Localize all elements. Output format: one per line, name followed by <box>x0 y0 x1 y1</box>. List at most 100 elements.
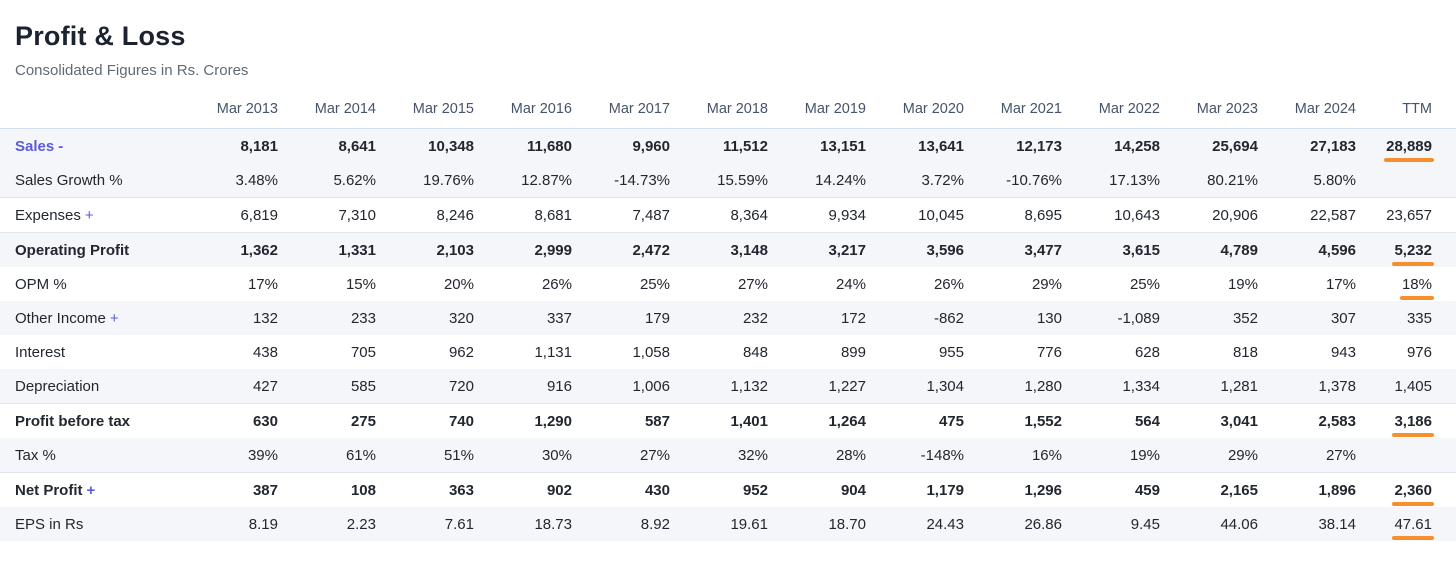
ttm-highlighted-value: 2,360 <box>1394 481 1432 499</box>
cell-sales-growth-mar-2022: 17.13% <box>1064 163 1162 198</box>
cell-expenses-mar-2015: 8,246 <box>378 197 476 233</box>
row-label-net-profit[interactable]: Net Profit + <box>0 472 182 508</box>
column-header-mar-2024: Mar 2024 <box>1260 93 1358 130</box>
section-header: Profit & Loss Consolidated Figures in Rs… <box>0 20 1456 79</box>
cell-tax-mar-2013: 39% <box>182 438 280 473</box>
cell-operating-profit-mar-2023: 4,789 <box>1162 232 1260 268</box>
cell-opm-mar-2018: 27% <box>737 275 768 293</box>
cell-sales-growth-mar-2015: 19.76% <box>378 163 476 198</box>
table-row-depreciation: Depreciation 427 585 720 916 1,006 1,132 1,227 1… <box>0 369 1456 404</box>
cell-profit-before-tax-mar-2015: 740 <box>378 403 476 439</box>
column-header-empty <box>0 93 182 130</box>
cell-expenses-mar-2023: 20,906 <box>1162 197 1260 233</box>
cell-sales-growth-mar-2018: 15.59% <box>672 163 770 198</box>
cell-opm-mar-2023: 19% <box>1227 275 1258 293</box>
cell-interest-mar-2023: 818 <box>1232 343 1258 361</box>
cell-depreciation-mar-2017: 1,006 <box>574 369 672 404</box>
cell-sales-growth-ttm <box>1358 163 1456 198</box>
cell-tax-mar-2024: 27% <box>1260 438 1358 473</box>
cell-sales-growth-mar-2019: 14.24% <box>770 163 868 198</box>
expand-icon[interactable]: + <box>109 309 119 327</box>
cell-tax-mar-2015: 51% <box>378 438 476 473</box>
cell-expenses-mar-2014: 7,310 <box>280 197 378 233</box>
cell-operating-profit-ttm: 5,232 <box>1358 232 1456 268</box>
table-row-eps: EPS in Rs 8.19 2.23 7.61 18.73 8.92 19.61 18.70… <box>0 507 1456 542</box>
cell-sales-mar-2014: 8,641 <box>280 128 378 164</box>
cell-profit-before-tax-mar-2014: 275 <box>280 403 378 439</box>
cell-operating-profit-mar-2022: 3,615 <box>1064 232 1162 268</box>
cell-other-income-mar-2016: 337 <box>476 301 574 336</box>
cell-sales-mar-2021: 12,173 <box>966 128 1064 164</box>
table-row-sales: Sales -8,181 8,641 10,348 11,680 9,960 11,512 1… <box>0 128 1456 164</box>
table-row-sales-growth: Sales Growth % 3.48% 5.62% 19.76% 12.87% -14.… <box>0 163 1456 198</box>
cell-depreciation-ttm: 1,405 <box>1358 369 1456 404</box>
cell-eps-mar-2020: 24.43 <box>868 507 966 542</box>
column-header-mar-2020: Mar 2020 <box>868 93 966 130</box>
profit-loss-table: Mar 2013 Mar 2014 Mar 2015 Mar 2016 Mar 2017… <box>0 93 1456 542</box>
cell-profit-before-tax-mar-2019: 1,264 <box>770 403 868 439</box>
collapse-icon[interactable]: - <box>58 137 64 155</box>
column-header-mar-2015: Mar 2015 <box>378 93 476 130</box>
row-label-expenses[interactable]: Expenses + <box>0 197 182 233</box>
cell-sales-growth-mar-2020: 3.72% <box>868 163 966 198</box>
cell-sales-mar-2022: 14,258 <box>1064 128 1162 164</box>
row-label-text: Net Profit <box>15 481 83 499</box>
row-label-other-income[interactable]: Other Income + <box>0 301 182 336</box>
cell-sales-mar-2013: 8,181 <box>182 128 280 164</box>
table-row-profit-before-tax: Profit before tax 630 275 740 1,290 587 1,401 1… <box>0 403 1456 439</box>
column-header-mar-2017: Mar 2017 <box>574 93 672 130</box>
cell-opm-mar-2014: 15% <box>345 275 376 293</box>
expand-icon[interactable]: + <box>86 481 96 499</box>
cell-expenses-ttm: 23,657 <box>1358 197 1456 233</box>
row-label-text: Sales <box>15 137 55 155</box>
ttm-highlighted-value: 18% <box>1401 275 1432 293</box>
cell-depreciation-mar-2024: 1,378 <box>1260 369 1358 404</box>
table-row-net-profit: Net Profit +387 108 363 902 430 952 904 1,179 1,2… <box>0 472 1456 508</box>
cell-opm-ttm: 18% <box>1358 267 1456 301</box>
cell-profit-before-tax-mar-2016: 1,290 <box>476 403 574 439</box>
cell-operating-profit-mar-2021: 3,477 <box>966 232 1064 268</box>
cell-eps-mar-2013: 8.19 <box>182 507 280 542</box>
cell-eps-mar-2018: 19.61 <box>672 507 770 542</box>
cell-sales-growth-mar-2014: 5.62% <box>280 163 378 198</box>
row-label-sales[interactable]: Sales - <box>0 128 182 164</box>
cell-operating-profit-mar-2018: 3,148 <box>672 232 770 268</box>
row-label-text: Other Income <box>15 309 106 327</box>
profit-loss-section: Profit & Loss Consolidated Figures in Rs… <box>0 0 1456 541</box>
cell-eps-mar-2014: 2.23 <box>280 507 378 542</box>
cell-profit-before-tax-mar-2023: 3,041 <box>1162 403 1260 439</box>
cell-tax-mar-2022: 19% <box>1064 438 1162 473</box>
cell-profit-before-tax-mar-2013: 630 <box>182 403 280 439</box>
column-header-mar-2021: Mar 2021 <box>966 93 1064 130</box>
cell-profit-before-tax-mar-2020: 475 <box>868 403 966 439</box>
cell-eps-mar-2017: 8.92 <box>574 507 672 542</box>
cell-interest-ttm: 976 <box>1406 343 1432 361</box>
expand-icon[interactable]: + <box>84 206 94 224</box>
row-label-text: Expenses <box>15 206 81 224</box>
table-row-tax: Tax % 39% 61% 51% 30% 27% 32% 28% -148% 16% 19% 29%… <box>0 438 1456 473</box>
cell-profit-before-tax-mar-2018: 1,401 <box>672 403 770 439</box>
row-label-profit-before-tax: Profit before tax <box>0 403 182 439</box>
cell-net-profit-mar-2013: 387 <box>182 472 280 508</box>
cell-sales-ttm: 28,889 <box>1358 128 1456 164</box>
cell-sales-growth-mar-2013: 3.48% <box>182 163 280 198</box>
cell-operating-profit-mar-2015: 2,103 <box>378 232 476 268</box>
column-header-mar-2023: Mar 2023 <box>1162 93 1260 130</box>
cell-opm-mar-2022: 25% <box>1129 275 1160 293</box>
cell-opm-mar-2016: 26% <box>541 275 572 293</box>
cell-net-profit-ttm: 2,360 <box>1358 472 1456 508</box>
cell-eps-mar-2016: 18.73 <box>476 507 574 542</box>
cell-interest-mar-2014: 705 <box>350 343 376 361</box>
cell-expenses-mar-2019: 9,934 <box>770 197 868 233</box>
cell-expenses-mar-2018: 8,364 <box>672 197 770 233</box>
cell-expenses-mar-2013: 6,819 <box>182 197 280 233</box>
cell-sales-mar-2020: 13,641 <box>868 128 966 164</box>
cell-expenses-mar-2016: 8,681 <box>476 197 574 233</box>
column-header-mar-2014: Mar 2014 <box>280 93 378 130</box>
cell-interest-mar-2016: 1,131 <box>534 343 572 361</box>
cell-interest-mar-2024: 943 <box>1330 343 1356 361</box>
cell-profit-before-tax-mar-2024: 2,583 <box>1260 403 1358 439</box>
row-label-interest: Interest <box>0 335 182 369</box>
cell-profit-before-tax-mar-2021: 1,552 <box>966 403 1064 439</box>
row-label-text: EPS in Rs <box>15 515 84 533</box>
